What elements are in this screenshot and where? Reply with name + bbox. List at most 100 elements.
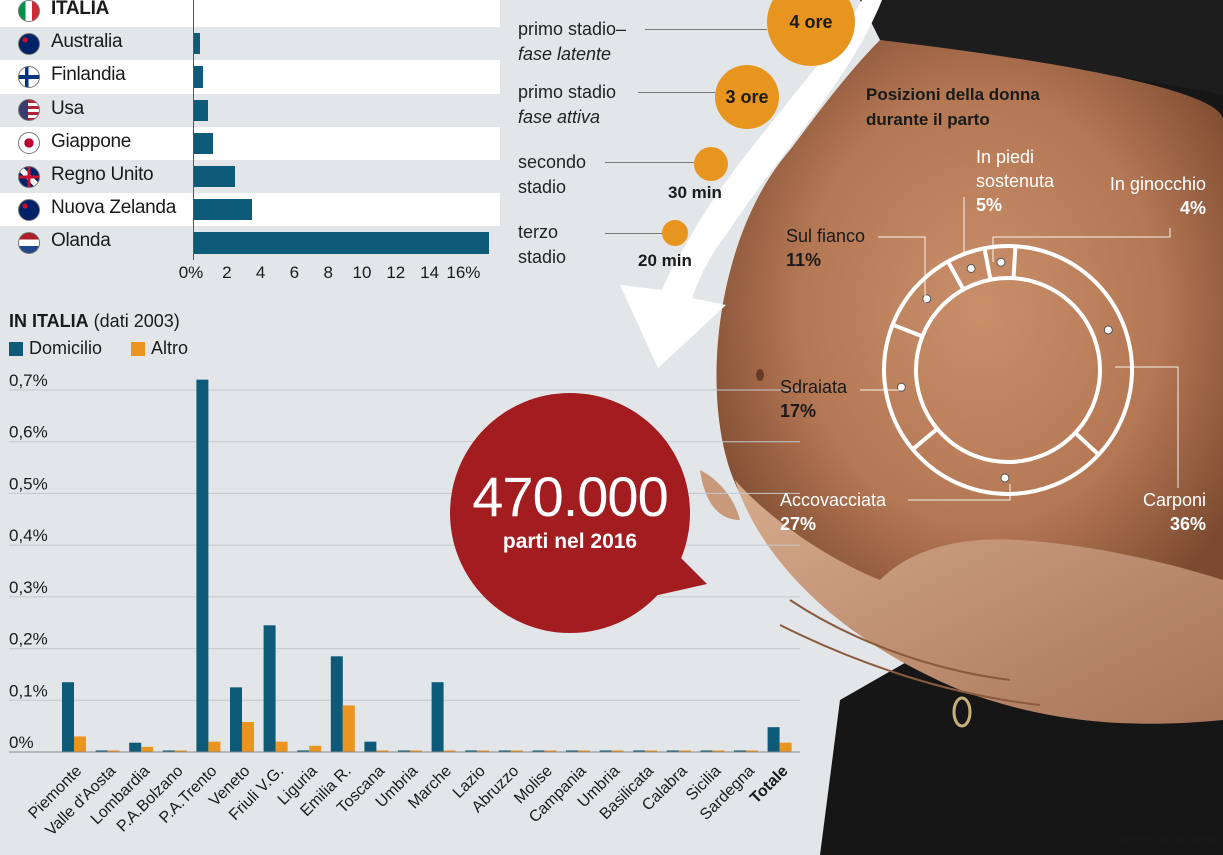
country-row: Usa bbox=[0, 94, 500, 127]
stage-duration: 30 min bbox=[668, 183, 722, 202]
stage-line1: secondo bbox=[518, 152, 587, 172]
altro-bar bbox=[578, 750, 590, 752]
stage-line1: primo stadio bbox=[518, 82, 617, 102]
domicilio-bar bbox=[599, 750, 612, 752]
position-label: In piedi sostenuta 5% bbox=[976, 145, 1054, 217]
altro-bar bbox=[712, 750, 725, 752]
position-label: Sdraiata 17% bbox=[780, 375, 847, 423]
position-pct: 17% bbox=[780, 401, 817, 421]
world-tick-label: 14 bbox=[420, 263, 440, 282]
country-row: Regno Unito bbox=[0, 160, 500, 193]
position-name: Sdraiata bbox=[780, 377, 848, 397]
altro-bar bbox=[678, 750, 691, 752]
position-name: Sul fianco bbox=[786, 226, 866, 246]
italy-chart-title: IN ITALIA (dati 2003) bbox=[9, 311, 180, 332]
stage-line1: primo stadio– bbox=[518, 19, 627, 39]
italy-title: IN ITALIA bbox=[9, 311, 89, 331]
country-label: Usa bbox=[51, 97, 84, 119]
altro-bar bbox=[510, 750, 523, 752]
positions-title: Posizioni della donna durante il parto bbox=[866, 82, 1040, 132]
position-name-2: sostenuta bbox=[976, 171, 1055, 191]
domicilio-bar bbox=[297, 750, 310, 752]
country-bar bbox=[193, 33, 200, 55]
positions-title-line2: durante il parto bbox=[866, 110, 990, 129]
country-row: ITALIA bbox=[0, 0, 500, 28]
italy-bar-chart: 0% 0,1% 0,2% 0,3% 0,4% 0,5% 0,6% 0,7% bbox=[9, 371, 800, 753]
positions-donut bbox=[882, 244, 1134, 496]
legend-label: Domicilio bbox=[29, 338, 103, 358]
country-row: Australia bbox=[0, 27, 500, 60]
domicilio-bar bbox=[162, 750, 175, 752]
domicilio-bar bbox=[95, 750, 108, 752]
position-name: In piedi bbox=[976, 147, 1035, 167]
legend-swatch bbox=[9, 342, 23, 356]
stage-line2: stadio bbox=[518, 177, 567, 197]
altro-bar bbox=[779, 742, 792, 752]
stage-leader bbox=[605, 162, 694, 163]
legend-label: Altro bbox=[151, 338, 189, 358]
domicilio-bar bbox=[566, 750, 578, 752]
nz-flag-icon bbox=[18, 198, 40, 221]
donut-divider bbox=[911, 427, 939, 451]
y-tick-label: 0,4% bbox=[9, 526, 48, 545]
donut-divider bbox=[982, 247, 993, 281]
altro-bar bbox=[645, 750, 658, 752]
position-label: Sul fianco 11% bbox=[786, 224, 865, 272]
domicilio-bar bbox=[129, 742, 142, 752]
stage-label: primo stadio fase attiva bbox=[518, 80, 616, 130]
domicilio-bar bbox=[398, 750, 410, 752]
world-axis-line bbox=[193, 0, 194, 260]
world-tick-label: 6 bbox=[289, 263, 300, 282]
donut-divider bbox=[946, 260, 966, 291]
world-tick-label: 10 bbox=[352, 263, 372, 282]
domicilio-bar bbox=[230, 687, 242, 752]
world-tick-label: 12 bbox=[386, 263, 406, 282]
stage-leader bbox=[605, 233, 662, 234]
country-label: Australia bbox=[51, 31, 123, 53]
country-row: Nuova Zelanda bbox=[0, 193, 500, 227]
country-bar bbox=[193, 199, 253, 221]
altro-bar bbox=[107, 750, 120, 752]
donut-slice-marker bbox=[922, 294, 932, 304]
donut-slice-marker bbox=[996, 257, 1006, 267]
stage-label: secondo stadio bbox=[518, 150, 586, 200]
fi-flag-icon bbox=[18, 65, 40, 88]
donut-outer-ring bbox=[882, 244, 1134, 496]
stage-leader bbox=[638, 92, 715, 93]
position-pct: 36% bbox=[1169, 514, 1206, 534]
world-tick-label: 8 bbox=[323, 263, 333, 282]
altro-bar bbox=[544, 750, 557, 752]
position-label: In ginocchio 4% bbox=[1110, 172, 1206, 220]
stage-duration: 20 min bbox=[638, 251, 692, 270]
stage-leader bbox=[645, 29, 767, 30]
altro-bar bbox=[74, 736, 86, 752]
world-tick-label: 0% bbox=[178, 263, 204, 282]
world-tick-label: 16% bbox=[446, 263, 481, 282]
donut-divider bbox=[891, 322, 924, 339]
country-bar bbox=[193, 132, 214, 154]
altro-bar bbox=[242, 722, 254, 752]
altro-bar bbox=[376, 750, 389, 752]
donut-slice-marker bbox=[1000, 473, 1010, 483]
stage-label: terzo stadio bbox=[518, 220, 566, 270]
y-tick-label: 0,7% bbox=[9, 371, 48, 390]
italy-subtitle: (dati 2003) bbox=[93, 311, 180, 331]
stage-duration-dot bbox=[662, 220, 688, 246]
position-pct: 27% bbox=[780, 514, 817, 534]
position-pct: 4% bbox=[1179, 198, 1206, 218]
y-tick-label: 0,6% bbox=[9, 423, 48, 442]
donut-divider bbox=[1073, 431, 1100, 457]
stage-line1: terzo bbox=[518, 222, 559, 242]
y-tick-label: 0,1% bbox=[9, 681, 48, 700]
altro-bar bbox=[611, 750, 624, 752]
credit: Corriere della Sera bbox=[1104, 831, 1214, 846]
domicilio-bar bbox=[431, 682, 444, 752]
births-number: 470.000 bbox=[472, 465, 668, 528]
au-flag-icon bbox=[18, 32, 40, 55]
position-name: Carponi bbox=[1142, 490, 1206, 510]
labour-arrow bbox=[620, 0, 882, 368]
altro-bar bbox=[443, 750, 456, 752]
country-label: Finlandia bbox=[51, 64, 126, 86]
altro-bar bbox=[477, 750, 490, 752]
